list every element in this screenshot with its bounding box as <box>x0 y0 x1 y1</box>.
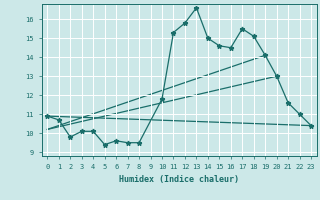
X-axis label: Humidex (Indice chaleur): Humidex (Indice chaleur) <box>119 175 239 184</box>
